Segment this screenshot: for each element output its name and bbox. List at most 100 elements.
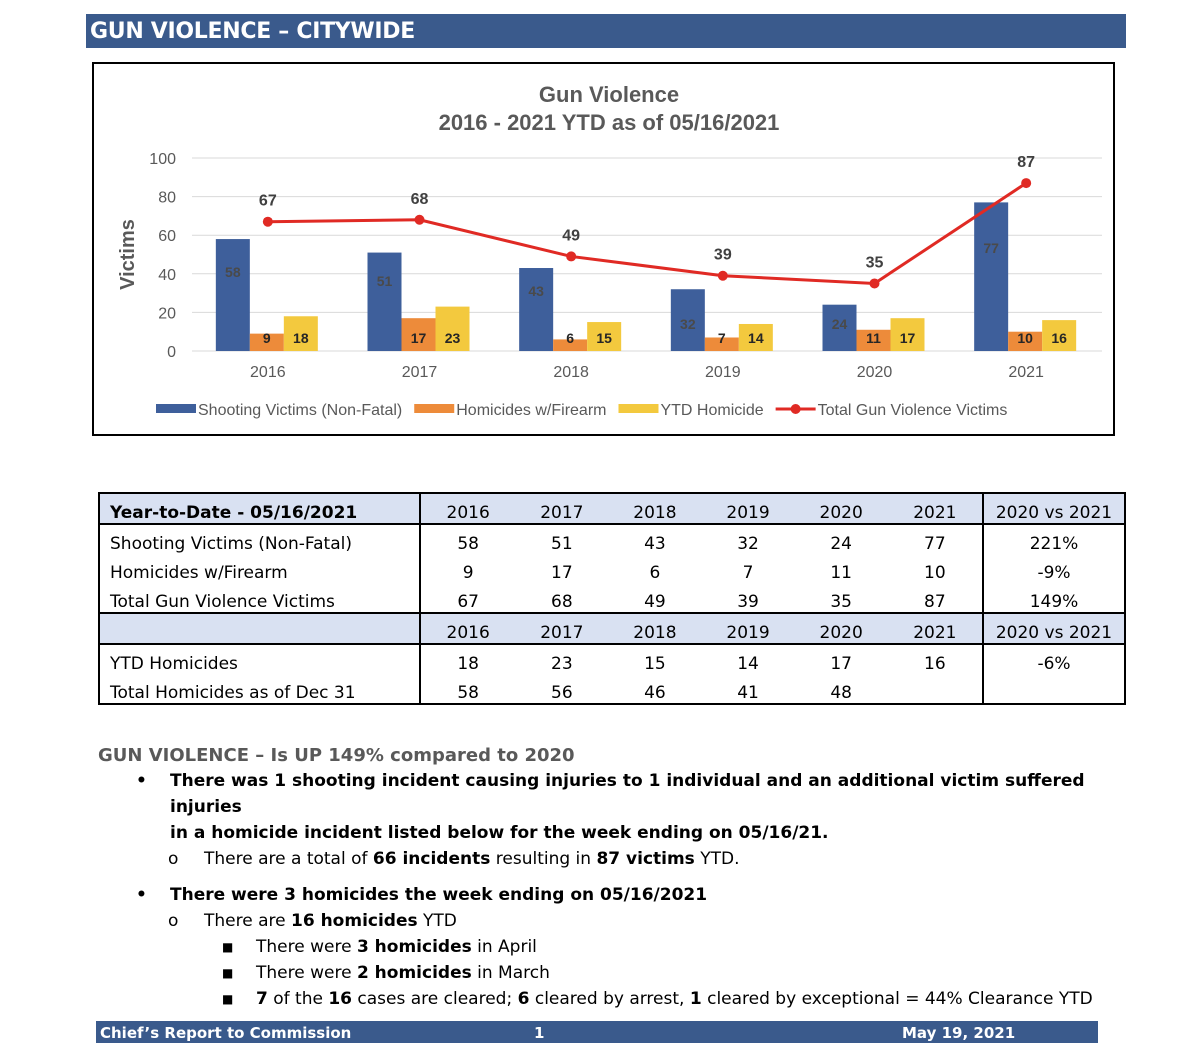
- line-point: [717, 270, 728, 281]
- text-run: There were: [256, 937, 357, 957]
- text-run-bold: 2 homicides: [356, 963, 472, 983]
- x-tick-label: 2020: [857, 364, 893, 381]
- bar-data-label: 51: [377, 273, 393, 289]
- bar-data-label: 43: [528, 283, 544, 299]
- table-cell: 11: [830, 563, 852, 583]
- cmp-header: 2020 vs 2021: [982, 612, 1125, 645]
- table-cell: 7: [742, 563, 754, 583]
- sub-sub-bullet-item: ■ 7 of the 16 cases are cleared; 6 clear…: [98, 986, 1118, 1012]
- year-cell: 2020: [794, 492, 888, 525]
- table-row: YTD Homicides 18 23 15 14 17 16 -6%: [99, 644, 1125, 674]
- y-tick-label: 80: [158, 190, 176, 207]
- sub-sub-bullet-item: ■ There were 3 homicides in April: [98, 934, 1118, 960]
- sub-bullet-item: o There are a total of 66 incidents resu…: [98, 846, 1118, 872]
- text-run: cleared by arrest,: [529, 989, 690, 1009]
- text-run-bold: 6: [517, 989, 530, 1009]
- x-tick-label: 2018: [553, 364, 589, 381]
- line-point: [566, 251, 577, 262]
- notes-section: GUN VIOLENCE – Is UP 149% compared to 20…: [98, 745, 1118, 1012]
- text-run: of the: [267, 989, 329, 1009]
- gun-violence-chart: Gun Violence 2016 - 2021 YTD as of 05/16/…: [92, 62, 1115, 436]
- line-data-label: 87: [1017, 154, 1035, 171]
- table-cell: 41: [701, 674, 795, 705]
- legend-swatch: [618, 404, 659, 413]
- cmp-cell: [982, 674, 1125, 705]
- bar-3: [1042, 320, 1077, 351]
- x-tick-label: 2016: [250, 364, 286, 381]
- year-cell: 2016: [420, 612, 516, 645]
- bullet-item: • There were 3 homicides the week ending…: [98, 882, 1118, 908]
- table-cell: 49: [644, 592, 666, 612]
- year-cell: 2016: [420, 492, 516, 525]
- bar-data-label: 18: [293, 330, 309, 346]
- row-label: Total Homicides as of Dec 31: [99, 674, 421, 705]
- y-tick-label: 40: [158, 267, 176, 284]
- text-run: cleared by exceptional = 44% Clearance Y…: [701, 989, 1093, 1009]
- bar-data-label: 14: [748, 330, 764, 346]
- text-run: There were: [256, 963, 357, 983]
- x-tick-label: 2019: [705, 364, 741, 381]
- table-cell: 9: [462, 563, 474, 583]
- y-axis-label: Victims: [117, 219, 139, 290]
- bar-data-label: 7: [718, 330, 726, 346]
- table-cell: 23: [551, 654, 573, 674]
- table-cell: 35: [830, 592, 852, 612]
- bar-1: [670, 289, 705, 351]
- table-cell: 16: [924, 654, 946, 674]
- bar-data-label: 6: [566, 330, 574, 346]
- y-tick-label: 20: [158, 305, 176, 322]
- chart-title: Gun Violence: [539, 82, 679, 107]
- circle-bullet-icon: o: [168, 911, 179, 931]
- year-cell: 2018: [608, 612, 702, 645]
- page-footer: Chief’s Report to Commission 1 May 19, 2…: [96, 1021, 1098, 1043]
- bar-data-label: 9: [263, 330, 271, 346]
- sub-bullet-item: o There are 16 homicides YTD: [98, 908, 1118, 934]
- bar-data-label: 16: [1051, 330, 1067, 346]
- bar-1: [974, 202, 1009, 351]
- table-cell: 17: [830, 654, 852, 674]
- text-run-bold: 7: [256, 989, 268, 1009]
- table-header-row: Year-to-Date - 05/16/2021 2016 2017 2018…: [99, 492, 1125, 525]
- table-cell: [887, 674, 983, 705]
- table-cell: 43: [644, 534, 666, 554]
- square-bullet-icon: ■: [222, 940, 234, 954]
- legend-label: Total Gun Violence Victims: [818, 402, 1008, 419]
- table-cell: 58: [420, 674, 516, 705]
- bar-data-label: 32: [680, 316, 696, 332]
- text-run-bold: 3 homicides: [356, 937, 472, 957]
- table-cell: 32: [737, 534, 759, 554]
- line-point: [262, 216, 273, 227]
- y-tick-label: 60: [158, 228, 176, 245]
- year-cell: 2019: [701, 492, 795, 525]
- text-run-bold: 16 homicides: [291, 911, 418, 931]
- y-tick-label: 100: [149, 151, 176, 168]
- line-data-label: 49: [562, 227, 580, 244]
- total-line: [267, 181, 1027, 285]
- table-row: Homicides w/Firearm 9 17 6 7 11 10 -9%: [99, 554, 1125, 583]
- text-run: cases are cleared;: [352, 989, 518, 1009]
- cmp-cell: -6%: [982, 644, 1125, 674]
- circle-bullet-icon: o: [168, 849, 179, 869]
- table-cell: 58: [457, 534, 479, 554]
- table-cell: 24: [830, 534, 852, 554]
- legend-swatch: [414, 404, 455, 413]
- cmp-cell: 149%: [982, 583, 1125, 613]
- square-bullet-icon: ■: [222, 966, 234, 980]
- table-cell: 51: [551, 534, 573, 554]
- legend-swatch: [156, 404, 196, 413]
- table-cell: 18: [457, 654, 479, 674]
- legend-label: YTD Homicide: [660, 402, 763, 419]
- line-point: [414, 214, 425, 225]
- year-cell: 2021: [887, 492, 983, 525]
- text-run-bold: 66 incidents: [372, 849, 491, 869]
- year-cell: 2020: [794, 612, 888, 645]
- bar-2: [856, 329, 891, 351]
- year-cell: 2019: [701, 612, 795, 645]
- bar-3: [738, 323, 773, 351]
- table-header-label: [99, 612, 421, 645]
- table-header-label: Year-to-Date - 05/16/2021: [99, 492, 421, 525]
- year-cell: 2017: [515, 612, 609, 645]
- bar-data-label: 77: [983, 240, 999, 256]
- notes-heading-b: – Is UP 149% compared to 2020: [249, 745, 575, 766]
- cmp-header: 2020 vs 2021: [982, 492, 1125, 525]
